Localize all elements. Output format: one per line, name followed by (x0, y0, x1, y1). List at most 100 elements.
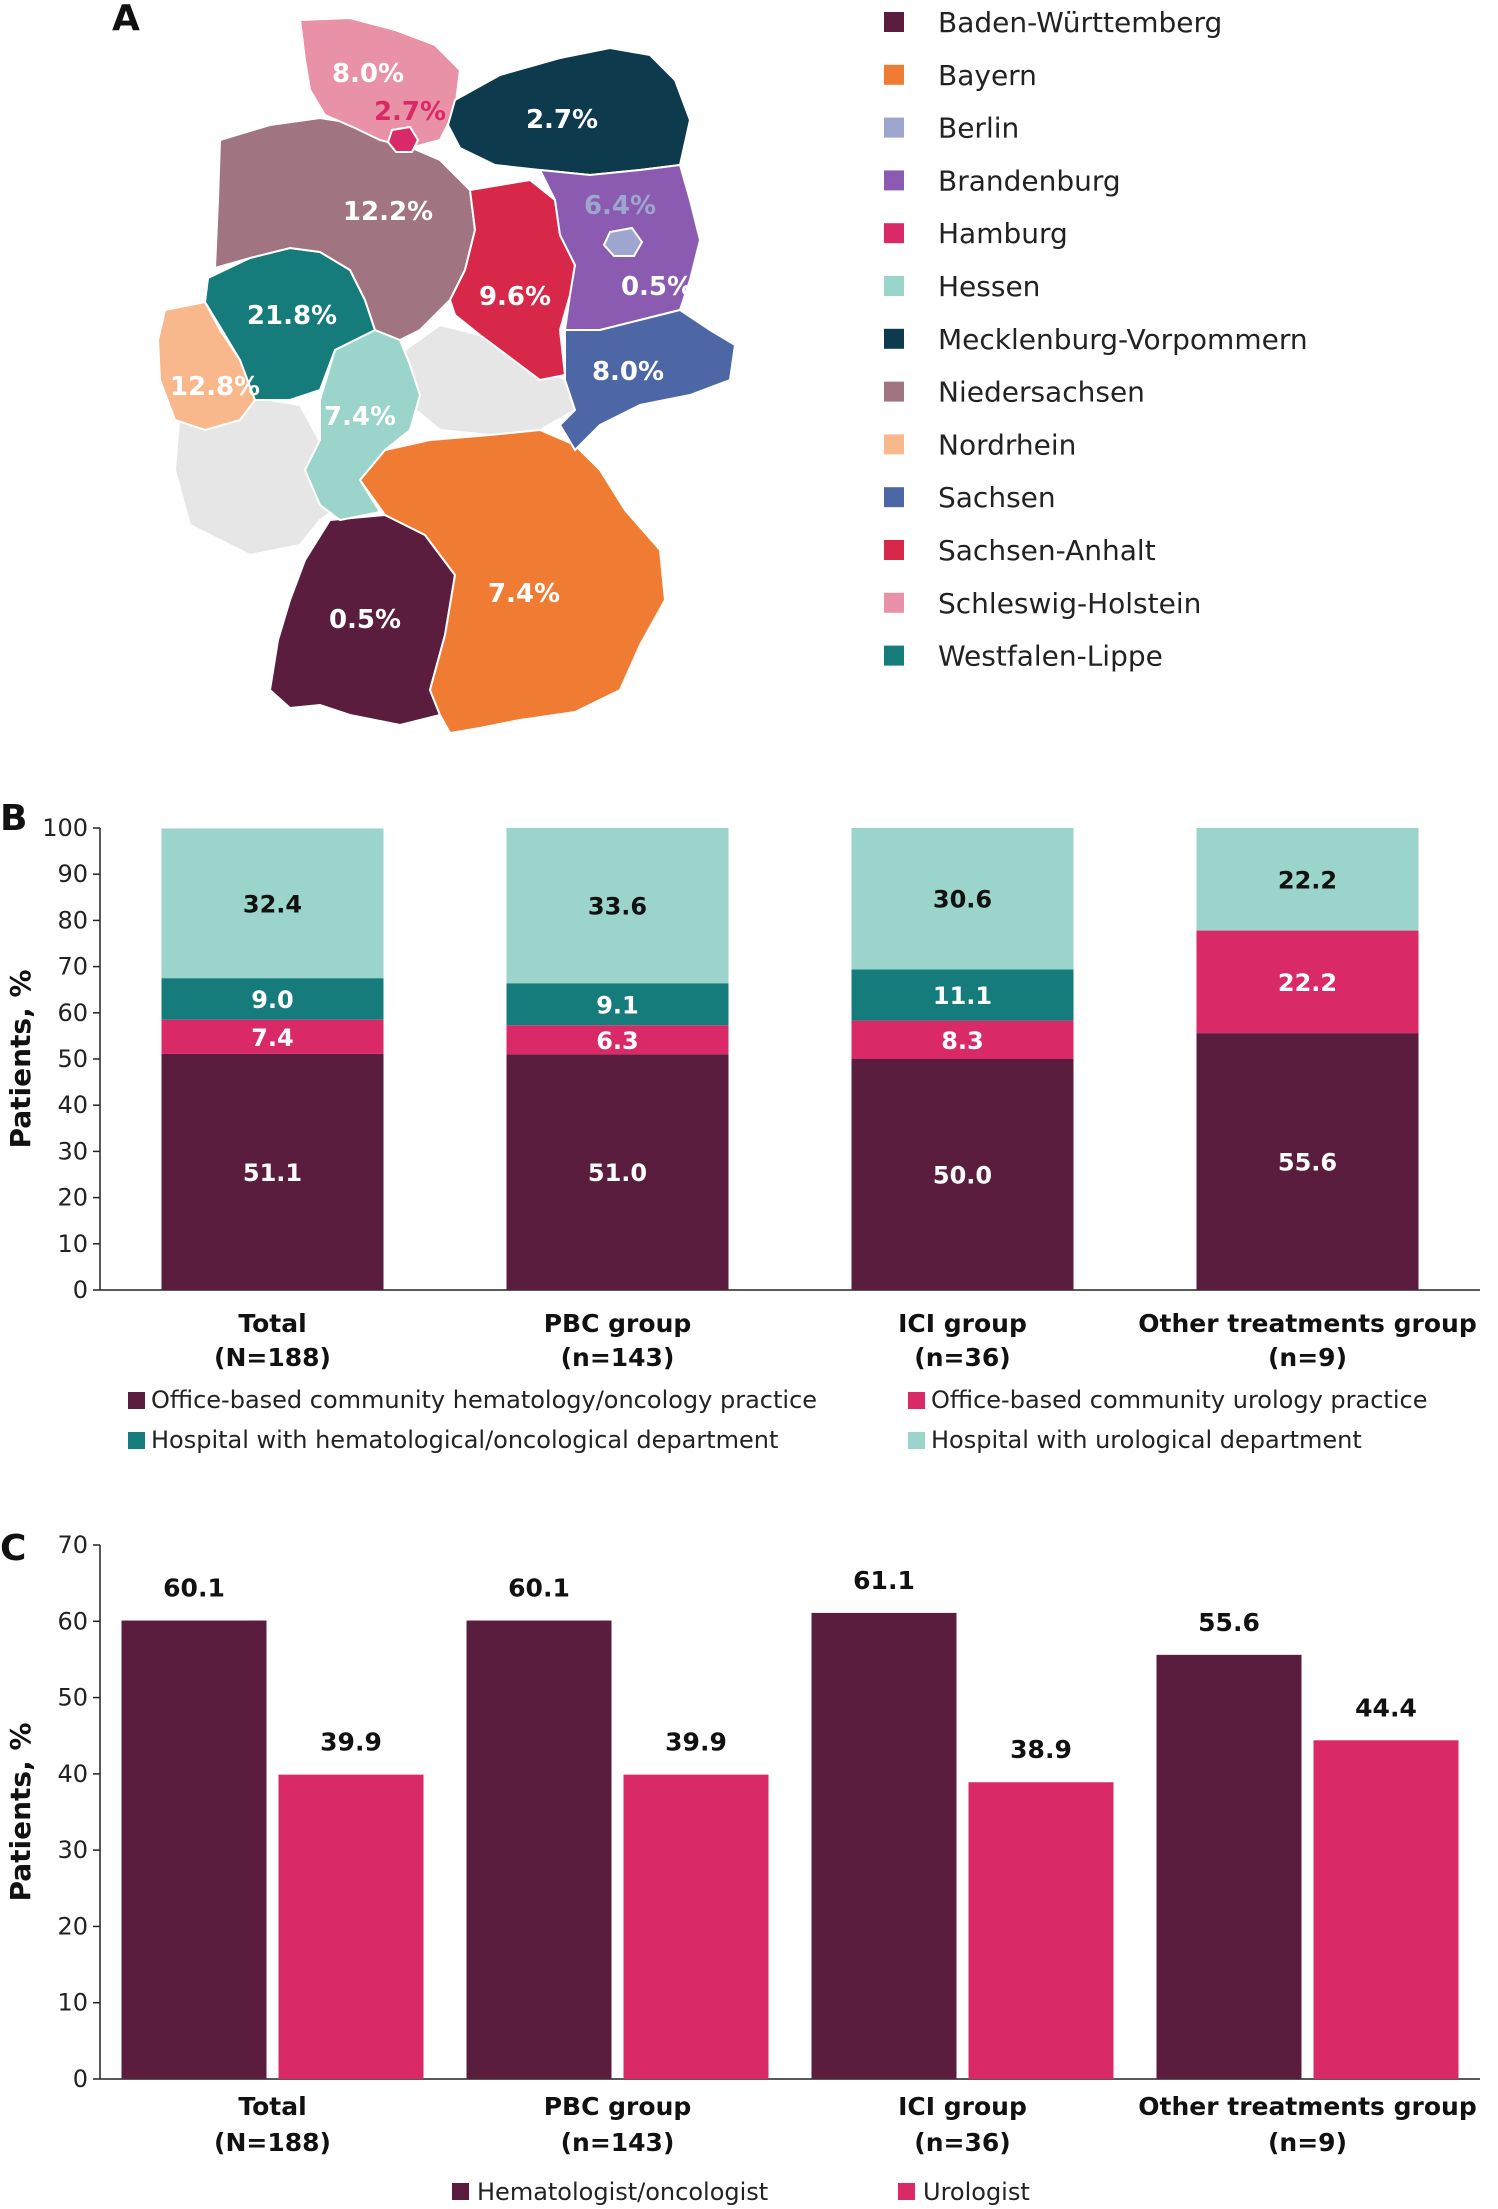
chart-c-specialist: 0 10 20 30 40 50 60 70 Patients, % 60.1 39.9 Total (… (4, 1531, 1480, 2206)
legend-swatch-hessen (884, 276, 904, 296)
panel-b-label: B (0, 798, 27, 839)
chart-b-legend-label: Hospital with urological department (931, 1426, 1362, 1454)
chart-c-ytick-label: 20 (57, 1912, 88, 1940)
chart-b-ytick-label: 60 (57, 999, 88, 1027)
chart-b-legend-swatch (128, 1432, 145, 1449)
chart-c-ytick-label: 30 (57, 1836, 88, 1864)
chart-c-category-label: Total (238, 2092, 306, 2121)
chart-b-value-label: 22.2 (1278, 866, 1337, 894)
chart-c-bar-other-treatments-group-urologist (1313, 1740, 1459, 2079)
map-value-sachsen: 8.0% (592, 357, 664, 387)
map-value-hamburg: 2.7% (374, 97, 446, 127)
chart-b-bar-ici-group-s2 (851, 969, 1074, 1021)
chart-c-value-label: 38.9 (1010, 1735, 1072, 1764)
chart-c-bar-ici-group-urologist (968, 1782, 1114, 2079)
chart-b-value-label: 11.1 (933, 982, 992, 1010)
map-value-westfalen-lippe: 21.8% (247, 301, 337, 331)
chart-b-ytick-label: 100 (42, 814, 88, 842)
chart-b-legend-swatch (128, 1392, 145, 1409)
chart-c-category-n: (N=188) (214, 2128, 331, 2157)
legend-swatch-sachsen-anhalt (884, 540, 904, 560)
chart-b-location: 0 10 20 30 40 50 60 70 80 90 100 Patients, % 51.1 7.4… (4, 814, 1480, 1454)
legend-label-bayern: Bayern (938, 59, 1037, 92)
chart-b-value-label: 8.3 (941, 1027, 984, 1055)
chart-b-value-label: 33.6 (588, 893, 647, 921)
chart-b-legend-label: Office-based community urology practice (931, 1386, 1427, 1414)
map-value-hessen: 7.4% (324, 402, 396, 432)
chart-b-legend-label: Hospital with hematological/oncological … (151, 1426, 778, 1454)
legend-swatch-westfalen-lippe (884, 645, 904, 666)
chart-b-category-n: (n=36) (914, 1343, 1010, 1372)
chart-b-category-label: ICI group (898, 1309, 1027, 1338)
panel-a-label: A (112, 0, 140, 39)
map-value-bayern: 7.4% (488, 579, 560, 609)
chart-c-category-label: PBC group (544, 2092, 692, 2121)
chart-b-value-label: 50.0 (933, 1162, 992, 1190)
map-value-baden-wuerttemberg: 0.5% (329, 605, 401, 635)
chart-c-bar-pbc-group-hematologist-oncologist (466, 1620, 612, 2079)
chart-c-ytick-label: 50 (57, 1684, 88, 1712)
legend-swatch-bayern (884, 64, 904, 85)
map-legend: Baden-Württemberg Bayern Berlin Brandenburg… (884, 6, 1308, 673)
region-hamburg (386, 125, 420, 153)
chart-b-category-label: Total (238, 1309, 306, 1338)
chart-b-category-label: PBC group (544, 1309, 692, 1338)
chart-b-legend-swatch (908, 1432, 925, 1449)
chart-b-ytick-label: 40 (57, 1091, 88, 1119)
chart-c-value-label: 39.9 (320, 1728, 382, 1757)
legend-label-baden-w-rttemberg: Baden-Württemberg (938, 6, 1222, 39)
chart-b-value-label: 30.6 (933, 886, 992, 914)
chart-b-value-label: 51.1 (243, 1159, 302, 1187)
legend-label-niedersachsen: Niedersachsen (938, 376, 1145, 409)
chart-b-category-n: (N=188) (214, 1343, 331, 1372)
chart-b-bar-ici-group-s1 (851, 1020, 1074, 1059)
chart-c-value-label: 60.1 (508, 1574, 570, 1603)
chart-c-bar-pbc-group-urologist (623, 1774, 769, 2079)
map-value-brandenburg: 0.5% (621, 272, 693, 302)
chart-b-ytick-label: 80 (57, 906, 88, 934)
legend-swatch-mecklenburg-vorpommern (884, 328, 904, 349)
chart-c-bar-total-hematologist-oncologist (121, 1620, 267, 2079)
legend-swatch-baden-w-rttemberg (884, 12, 904, 32)
chart-b-legend-label: Office-based community hematology/oncolo… (151, 1386, 817, 1414)
chart-b-bar-ici-group-s0 (851, 1059, 1074, 1290)
chart-c-legend-label: Hematologist/oncologist (477, 2178, 768, 2206)
chart-b-bar-pbc-group-s3 (506, 828, 729, 984)
chart-c-category-n: (n=36) (914, 2128, 1010, 2157)
legend-label-sachsen: Sachsen (938, 481, 1056, 514)
region-hessen (303, 328, 422, 522)
chart-b-category-n: (n=143) (561, 1343, 675, 1372)
map-value-niedersachsen: 12.2% (343, 197, 433, 227)
chart-c-ytick-label: 0 (73, 2065, 88, 2093)
chart-b-value-label: 7.4 (251, 1024, 294, 1052)
chart-b-value-label: 9.1 (596, 991, 639, 1019)
chart-b-ytick-label: 50 (57, 1045, 88, 1073)
chart-b-ytick-label: 20 (57, 1184, 88, 1212)
map-labels: 8.0% 2.7% 2.7% 12.2% 6.4% 0.5% 9.6% 21.8… (170, 59, 693, 635)
chart-c-value-label: 61.1 (853, 1566, 915, 1595)
legend-swatch-berlin (884, 117, 904, 138)
chart-b-value-label: 22.2 (1278, 969, 1337, 997)
chart-c-ytick-label: 60 (57, 1607, 88, 1635)
chart-b-bar-pbc-group-s2 (506, 983, 729, 1026)
chart-b-value-label: 32.4 (243, 890, 302, 918)
chart-c-category-label: ICI group (898, 2092, 1027, 2121)
chart-b-bar-ici-group-s3 (851, 828, 1074, 970)
region-schleswig-holstein (298, 16, 462, 150)
legend-label-hessen: Hessen (938, 270, 1040, 303)
chart-c-bar-total-urologist (278, 1774, 424, 2079)
region-nordrhein (156, 300, 257, 432)
legend-swatch-schleswig-holstein (884, 592, 904, 613)
panel-c-label: C (0, 1528, 26, 1569)
chart-b-category-n: (n=9) (1268, 1343, 1347, 1372)
chart-c-ytick-label: 70 (57, 1531, 88, 1559)
chart-b-ytick-label: 30 (57, 1137, 88, 1165)
chart-c-ytick-label: 40 (57, 1760, 88, 1788)
legend-label-nordrhein: Nordrhein (938, 428, 1076, 461)
chart-c-legend-label: Urologist (923, 2178, 1030, 2206)
legend-label-schleswig-holstein: Schleswig-Holstein (938, 587, 1201, 620)
chart-b-ytick-label: 70 (57, 953, 88, 981)
chart-b-bar-total-s3 (161, 828, 384, 979)
chart-c-bar-other-treatments-group-hematologist-oncologist (1156, 1654, 1302, 2079)
chart-b-bar-other-treatments-group-s3 (1196, 828, 1419, 931)
